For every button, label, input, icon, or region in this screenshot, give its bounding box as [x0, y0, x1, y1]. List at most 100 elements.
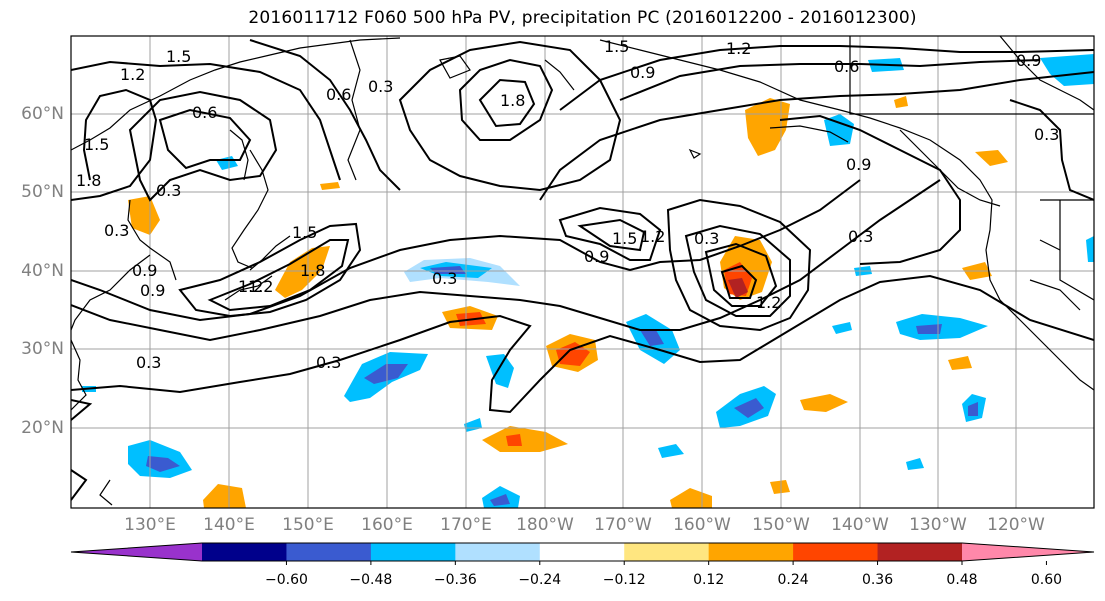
contour-label: 0.9 [630, 63, 655, 82]
pv-contour-line [71, 179, 941, 342]
coastlines [71, 36, 1094, 506]
pv-contour-line [684, 224, 791, 317]
colorbar-tick-label: −0.24 [518, 572, 562, 588]
precip-strong-negative-area [640, 330, 664, 346]
contour-label: 0.6 [192, 103, 217, 122]
lon-label: 150°W [752, 515, 810, 535]
colorbar-tick-label: −0.36 [433, 572, 477, 588]
colorbar-tick-label: 0.36 [861, 572, 894, 588]
lon-label: 170°E [440, 515, 492, 535]
precip-strong-negative-area [430, 266, 466, 274]
precip-positive-area [800, 394, 848, 412]
precip-strong-negative-area [734, 398, 764, 418]
lat-label: 50°N [21, 182, 64, 202]
lon-label: 140°W [831, 515, 889, 535]
contour-label: 1.8 [500, 91, 525, 110]
precip-positive-area [128, 196, 160, 235]
contour-label: 0.3 [136, 353, 161, 372]
pv-contour-line [558, 206, 662, 261]
precip-negative-area [658, 444, 684, 458]
contour-label: 0.9 [584, 247, 609, 266]
pv-contour-line [71, 274, 1094, 414]
colorbar-outline [70, 542, 1095, 562]
precip-positive-area [975, 150, 1008, 166]
contour-label: 1.8 [300, 261, 325, 280]
pv-contour-line [478, 78, 536, 128]
lon-label: 180°W [516, 515, 574, 535]
pv-contour-line [178, 222, 362, 318]
lon-label: 150°E [282, 515, 334, 535]
lon-label: 130°W [909, 515, 967, 535]
contour-label: 0.3 [848, 227, 873, 246]
colorbar-cell [286, 543, 372, 561]
precip-strong-negative-area [916, 324, 942, 334]
colorbar-cell [624, 543, 710, 561]
pv-contour-line [158, 108, 252, 170]
precip-negative-area [486, 354, 514, 388]
colorbar-extend-high [962, 543, 1094, 561]
pv-contour-line [779, 114, 961, 265]
pv-contour-line [539, 71, 1094, 201]
pv-contour-line [71, 88, 158, 201]
pv-contour-line [249, 39, 401, 191]
contour-label: 0.6 [326, 85, 351, 104]
lat-label: 60°N [21, 104, 64, 124]
precip-strong-negative-area [490, 494, 510, 506]
precip-positive-area [894, 96, 908, 108]
precip-negative-area [906, 458, 924, 470]
pv-contour-line [207, 239, 350, 312]
colorbar-cell [877, 543, 963, 561]
graticule [71, 36, 1094, 508]
colorbar-tick-label: 0.48 [946, 572, 978, 588]
contour-label: 0.6 [834, 57, 859, 76]
contour-label: 1.2 [238, 277, 263, 296]
contour-label-group: 1.2 1.5 0.6 0.3 1.8 1.5 0.9 1.2 0.6 0.9 … [76, 37, 1059, 372]
contour-label: 1.8 [76, 171, 101, 190]
contour-label: 0.3 [1034, 125, 1059, 144]
pv-contour-line [1009, 99, 1094, 201]
precip-positive-area [320, 182, 340, 190]
lat-label: 30°N [21, 339, 64, 359]
lon-label: 120°W [987, 515, 1045, 535]
precip-positive-area [482, 426, 568, 452]
colorbar-cell [539, 543, 625, 561]
precip-strong-area [728, 278, 748, 298]
colorbar-cell [370, 543, 456, 561]
precip-positive-area [948, 356, 972, 370]
colorbar-cell [455, 543, 541, 561]
precip-positive-area [203, 484, 246, 508]
precip-strong-negative-area [968, 402, 978, 416]
pv-contours [71, 39, 1094, 501]
colorbar-tick-label: −0.60 [264, 572, 308, 588]
contour-label: 1.2 [756, 293, 781, 312]
precip-positive-area [275, 246, 330, 298]
colorbar-cell [793, 543, 879, 561]
map-background [71, 36, 1094, 508]
contour-label: 0.9 [140, 281, 165, 300]
contour-label: 1.5 [612, 229, 637, 248]
lat-label: 20°N [21, 418, 64, 438]
colorbar-tick-label: −0.48 [349, 572, 393, 588]
colorbar-tick-label: 0.60 [1030, 572, 1063, 588]
colorbar-tick-label: 0.24 [777, 572, 809, 588]
contour-label: 0.3 [368, 77, 393, 96]
contour-label: 0.3 [432, 269, 457, 288]
contour-label: 1.5 [84, 135, 109, 154]
colorbar-cells [71, 543, 1094, 561]
precip-negative-area [824, 114, 854, 146]
colorbar-cell [708, 543, 794, 561]
pv-contour-line [71, 60, 341, 181]
pv-contour-line [71, 399, 93, 421]
precip-strong-area [506, 434, 522, 446]
pv-contour-line [458, 58, 554, 141]
precip-strong-area [556, 342, 590, 366]
lon-label: 140°E [203, 515, 255, 535]
colorbar-tick-label: 0.12 [693, 572, 725, 588]
pv-contour-line [666, 198, 812, 332]
lon-label: 160°W [673, 515, 731, 535]
precip-strong-negative-area [146, 456, 180, 472]
precip-positive-area [770, 480, 790, 494]
contour-label: 1.5 [292, 223, 317, 242]
